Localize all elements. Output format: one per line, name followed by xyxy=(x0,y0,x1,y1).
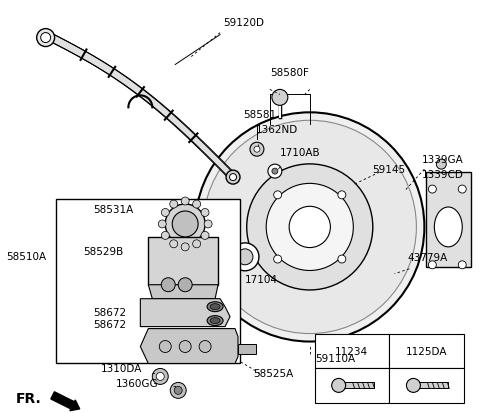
Circle shape xyxy=(170,382,186,399)
Ellipse shape xyxy=(210,304,220,310)
Polygon shape xyxy=(140,329,238,363)
Text: 1362ND: 1362ND xyxy=(256,125,298,135)
Circle shape xyxy=(201,232,209,240)
Circle shape xyxy=(158,221,166,228)
Circle shape xyxy=(159,341,171,353)
Text: 58529B: 58529B xyxy=(84,246,124,256)
Text: 58525A: 58525A xyxy=(253,368,293,379)
Circle shape xyxy=(254,147,260,153)
Circle shape xyxy=(250,143,264,157)
Text: 43779A: 43779A xyxy=(408,252,448,262)
Circle shape xyxy=(170,240,178,248)
Circle shape xyxy=(338,255,346,263)
Bar xyxy=(148,237,218,285)
Bar xyxy=(56,199,240,363)
Circle shape xyxy=(161,232,169,240)
Circle shape xyxy=(161,278,175,292)
Circle shape xyxy=(170,201,178,209)
Text: 1339CD: 1339CD xyxy=(421,170,463,180)
Circle shape xyxy=(36,29,55,47)
Circle shape xyxy=(201,209,209,217)
Circle shape xyxy=(436,160,446,170)
Circle shape xyxy=(274,255,282,263)
Text: 59120D: 59120D xyxy=(223,18,264,28)
Text: 11234: 11234 xyxy=(335,346,368,356)
Text: 1125DA: 1125DA xyxy=(406,346,447,356)
Circle shape xyxy=(332,378,346,392)
Text: 58580F: 58580F xyxy=(270,68,309,78)
Ellipse shape xyxy=(207,302,223,312)
Circle shape xyxy=(161,209,169,217)
Circle shape xyxy=(179,341,191,353)
Text: 1710AB: 1710AB xyxy=(280,148,321,158)
Circle shape xyxy=(229,174,237,181)
Bar xyxy=(315,368,389,404)
Circle shape xyxy=(268,165,282,179)
Circle shape xyxy=(41,33,50,43)
Bar xyxy=(426,173,471,267)
Text: 59145: 59145 xyxy=(372,165,406,175)
Circle shape xyxy=(428,261,436,269)
Circle shape xyxy=(192,201,201,209)
Circle shape xyxy=(272,90,288,106)
Bar xyxy=(413,382,448,389)
Text: 58510A: 58510A xyxy=(6,251,46,261)
Circle shape xyxy=(174,387,182,394)
Ellipse shape xyxy=(207,316,223,326)
Text: 59110A: 59110A xyxy=(315,354,355,363)
Circle shape xyxy=(152,368,168,385)
FancyArrow shape xyxy=(51,392,80,411)
Circle shape xyxy=(195,113,424,342)
Circle shape xyxy=(199,341,211,353)
Circle shape xyxy=(458,185,466,194)
Circle shape xyxy=(272,169,278,175)
Circle shape xyxy=(231,243,259,271)
Circle shape xyxy=(156,373,164,380)
Text: FR.: FR. xyxy=(16,392,41,406)
Bar xyxy=(238,344,256,354)
Text: 1339GA: 1339GA xyxy=(421,155,463,165)
Bar xyxy=(339,382,373,389)
Circle shape xyxy=(172,211,198,237)
Circle shape xyxy=(226,171,240,185)
Circle shape xyxy=(428,185,436,194)
Bar xyxy=(389,368,464,404)
Circle shape xyxy=(181,197,189,206)
Circle shape xyxy=(274,191,282,199)
Text: 58581: 58581 xyxy=(243,110,276,120)
Ellipse shape xyxy=(434,207,462,247)
Circle shape xyxy=(192,240,201,248)
Ellipse shape xyxy=(210,318,220,324)
Circle shape xyxy=(266,184,353,271)
Polygon shape xyxy=(140,299,230,327)
Circle shape xyxy=(203,121,417,334)
Circle shape xyxy=(407,378,420,392)
Circle shape xyxy=(181,243,189,251)
Circle shape xyxy=(237,249,253,265)
Text: 17104: 17104 xyxy=(245,274,278,284)
Text: 58531A: 58531A xyxy=(94,204,134,214)
Circle shape xyxy=(247,164,373,290)
Circle shape xyxy=(204,221,212,228)
Bar xyxy=(315,334,389,368)
Text: 1360GG: 1360GG xyxy=(115,378,158,389)
Polygon shape xyxy=(148,285,218,299)
Circle shape xyxy=(338,191,346,199)
Circle shape xyxy=(178,278,192,292)
Text: 1310DA: 1310DA xyxy=(100,363,142,373)
Circle shape xyxy=(458,261,466,269)
Text: 58672: 58672 xyxy=(94,319,127,329)
Bar xyxy=(389,334,464,368)
Text: 58672: 58672 xyxy=(94,307,127,317)
Circle shape xyxy=(165,204,205,244)
Circle shape xyxy=(289,207,330,248)
